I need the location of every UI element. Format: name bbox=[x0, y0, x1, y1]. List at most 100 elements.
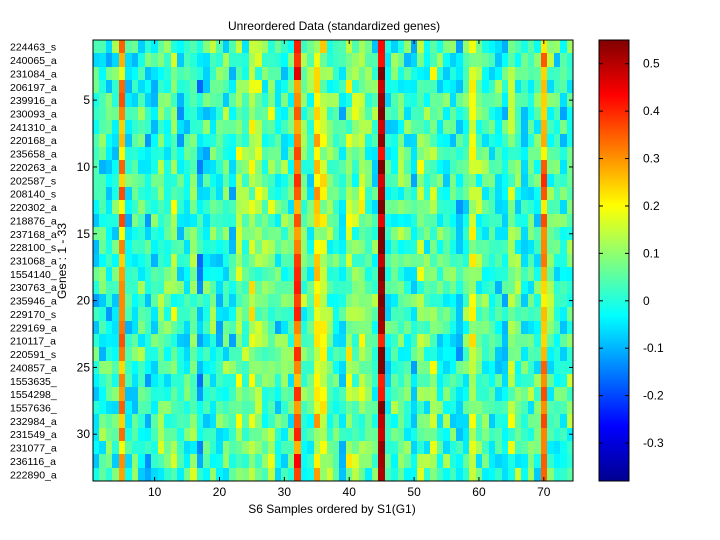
heatmap-cell bbox=[463, 361, 469, 374]
heatmap-cell bbox=[223, 120, 229, 134]
heatmap-cell bbox=[365, 441, 372, 454]
heatmap-cell bbox=[301, 441, 307, 454]
heatmap-cell bbox=[99, 454, 106, 468]
heatmap-cell bbox=[528, 387, 534, 401]
heatmap-cell bbox=[567, 214, 573, 227]
heatmap-cell bbox=[164, 441, 171, 454]
heatmap-cell bbox=[541, 441, 547, 454]
heatmap-cell bbox=[112, 214, 119, 227]
heatmap-cell bbox=[268, 53, 275, 67]
heatmap-cell bbox=[450, 40, 456, 53]
heatmap-cell bbox=[456, 227, 463, 240]
heatmap-cell bbox=[242, 361, 249, 374]
heatmap-cell bbox=[456, 67, 463, 80]
heatmap-cell bbox=[346, 93, 352, 107]
heatmap-cell bbox=[515, 214, 521, 227]
heatmap-cell bbox=[346, 120, 352, 134]
heatmap-cell bbox=[125, 80, 132, 93]
heatmap-cell bbox=[378, 214, 385, 227]
heatmap-cell bbox=[190, 468, 197, 481]
heatmap-cell bbox=[502, 334, 508, 347]
heatmap-cell bbox=[275, 200, 281, 214]
heatmap-cell bbox=[515, 387, 521, 401]
gene-row-label: 210117_a bbox=[10, 336, 56, 348]
heatmap-cell bbox=[404, 107, 411, 120]
heatmap-cell bbox=[132, 334, 138, 347]
heatmap-cell bbox=[216, 281, 223, 294]
heatmap-cell bbox=[528, 468, 534, 481]
heatmap-cell bbox=[463, 401, 469, 414]
heatmap-cell bbox=[242, 267, 249, 281]
heatmap-cell bbox=[385, 227, 391, 240]
heatmap-cell bbox=[443, 53, 450, 67]
heatmap-cell bbox=[112, 134, 119, 147]
heatmap-cell bbox=[158, 334, 164, 347]
heatmap-cell bbox=[508, 40, 515, 53]
heatmap-cell bbox=[307, 67, 314, 80]
heatmap-cell bbox=[171, 401, 177, 414]
heatmap-cell bbox=[411, 374, 417, 387]
heatmap-cell bbox=[515, 147, 521, 160]
heatmap-cell bbox=[424, 281, 430, 294]
heatmap-cell bbox=[352, 227, 359, 240]
heatmap-cell bbox=[223, 361, 229, 374]
heatmap-cell bbox=[359, 134, 365, 147]
heatmap-cell bbox=[437, 454, 443, 468]
heatmap-cell bbox=[307, 93, 314, 107]
heatmap-cell bbox=[404, 401, 411, 414]
heatmap-cell bbox=[508, 214, 515, 227]
heatmap-cell bbox=[359, 267, 365, 281]
heatmap-cell bbox=[372, 267, 378, 281]
heatmap-cell bbox=[119, 40, 125, 53]
heatmap-cell bbox=[482, 374, 489, 387]
heatmap-cell bbox=[236, 468, 242, 481]
heatmap-cell bbox=[424, 160, 430, 174]
heatmap-cell bbox=[177, 254, 184, 267]
heatmap-cell bbox=[515, 468, 521, 481]
heatmap-cell bbox=[456, 134, 463, 147]
heatmap-cell bbox=[197, 160, 203, 174]
heatmap-cell bbox=[125, 441, 132, 454]
heatmap-cell bbox=[158, 107, 164, 120]
heatmap-cell bbox=[268, 147, 275, 160]
heatmap-cell bbox=[534, 134, 541, 147]
heatmap-cell bbox=[495, 294, 502, 307]
heatmap-cell bbox=[327, 240, 333, 254]
heatmap-cell bbox=[463, 120, 469, 134]
heatmap-cell bbox=[352, 187, 359, 200]
heatmap-cell bbox=[463, 281, 469, 294]
heatmap-cell bbox=[320, 107, 327, 120]
heatmap-cell bbox=[294, 147, 301, 160]
heatmap-cell bbox=[365, 401, 372, 414]
heatmap-cell bbox=[339, 67, 346, 80]
heatmap-cell bbox=[469, 374, 476, 387]
heatmap-cell bbox=[301, 361, 307, 374]
heatmap-cell bbox=[547, 80, 554, 93]
heatmap-cell bbox=[275, 414, 281, 428]
heatmap-cell bbox=[145, 267, 151, 281]
heatmap-cell bbox=[210, 174, 216, 187]
heatmap-cell bbox=[184, 174, 190, 187]
heatmap-cell bbox=[281, 53, 288, 67]
heatmap-cell bbox=[288, 147, 294, 160]
heatmap-cell bbox=[106, 40, 112, 53]
heatmap-cell bbox=[112, 401, 119, 414]
heatmap-cell bbox=[203, 334, 210, 347]
heatmap-cell bbox=[430, 80, 437, 93]
heatmap-cell bbox=[314, 147, 320, 160]
heatmap-cell bbox=[236, 441, 242, 454]
heatmap-cell bbox=[437, 187, 443, 200]
heatmap-cell bbox=[275, 441, 281, 454]
heatmap-cell bbox=[515, 134, 521, 147]
heatmap-cell bbox=[430, 428, 437, 441]
heatmap-cell bbox=[197, 307, 203, 321]
heatmap-cell bbox=[333, 307, 339, 321]
heatmap-cell bbox=[177, 454, 184, 468]
heatmap-cell bbox=[346, 321, 352, 334]
heatmap-cell bbox=[450, 174, 456, 187]
heatmap-cell bbox=[495, 240, 502, 254]
heatmap-cell bbox=[547, 67, 554, 80]
heatmap-cell bbox=[534, 294, 541, 307]
heatmap-cell bbox=[320, 254, 327, 267]
heatmap-cell bbox=[352, 294, 359, 307]
